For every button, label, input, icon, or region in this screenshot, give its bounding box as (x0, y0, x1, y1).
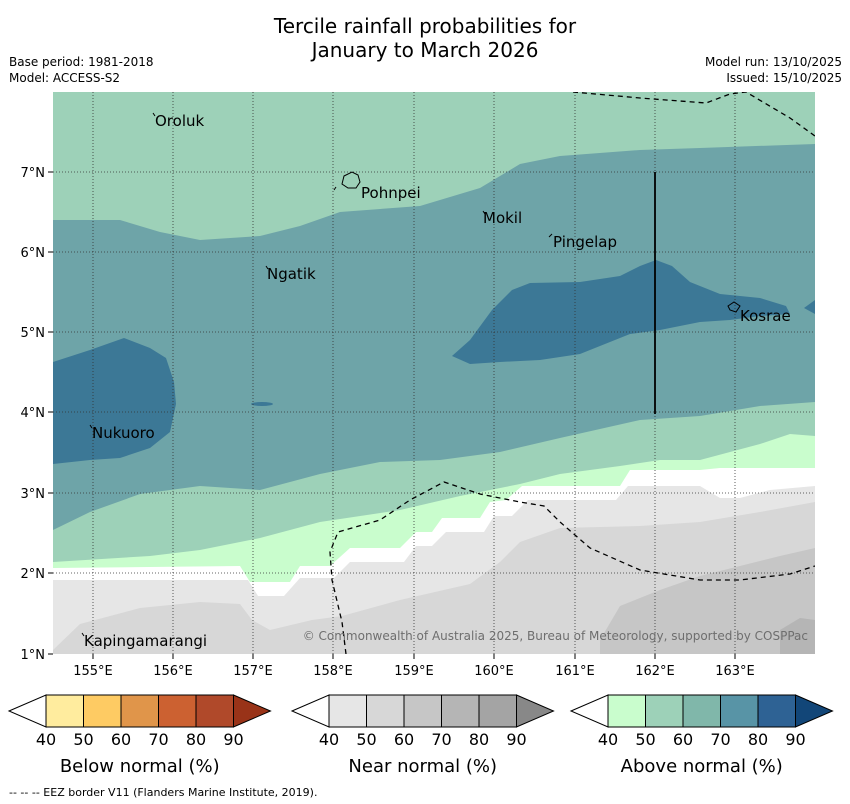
colorbar-segment (120, 694, 159, 728)
colorbar-tick-label: 80 (748, 730, 768, 749)
colorbar-tick-label: 50 (356, 730, 376, 749)
lon-label: 157°E (233, 664, 273, 679)
lat-label: 5°N (21, 326, 46, 341)
label-kapingamarangi: Kapingamarangi (84, 632, 207, 650)
colorbar-segment (366, 694, 405, 728)
issued-date: Issued: 15/10/2025 (726, 71, 842, 85)
colorbar-segment (607, 694, 646, 728)
colorbar-segment (158, 694, 197, 728)
colorbar-tick-label: 90 (785, 730, 805, 749)
model-name: Model: ACCESS-S2 (9, 71, 121, 85)
atoll-marks (81, 112, 553, 637)
label-mokil: Mokil (483, 209, 522, 227)
colorbar-tick-label: 40 (598, 730, 618, 749)
colorbar-segment (645, 694, 684, 728)
colorbar-segment (478, 694, 517, 728)
lon-label: 159°E (394, 664, 434, 679)
colorbar-extend-low (569, 694, 609, 728)
zone-near-60 (600, 548, 815, 654)
colorbar-segment (45, 694, 84, 728)
colorbar-segment (403, 694, 442, 728)
colorbar-segment (441, 694, 480, 728)
colorbar-tick-label: 80 (186, 730, 206, 749)
lon-label: 160°E (474, 664, 514, 679)
title-line-2: January to March 2026 (311, 38, 539, 62)
eez-borders (329, 92, 815, 654)
colorbar-tick-label: 90 (223, 730, 243, 749)
colorbar-tick-label: 60 (111, 730, 131, 749)
label-oroluk: Oroluk (155, 112, 204, 130)
colorbar-segment (682, 694, 721, 728)
label-nukuoro: Nukuoro (92, 424, 155, 442)
lon-label: 155°E (73, 664, 113, 679)
axis-ticks (48, 171, 736, 659)
lon-labels: 155°E 156°E 157°E 158°E 159°E 160°E 161°… (73, 664, 755, 679)
lat-labels: 7°N 6°N 5°N 4°N 3°N 2°N 1°N (21, 166, 46, 663)
meta-left: Base period: 1981-2018 Model: ACCESS-S2 (9, 54, 154, 86)
lon-label: 158°E (313, 664, 353, 679)
lat-label: 4°N (21, 406, 46, 421)
label-pingelap: Pingelap (553, 233, 617, 251)
colorbar-tick-label: 40 (319, 730, 339, 749)
colorbar-extend-high (795, 694, 834, 728)
meta-right: Model run: 13/10/2025 Issued: 15/10/2025 (705, 54, 842, 86)
lon-label: 161°E (555, 664, 595, 679)
label-ngatik: Ngatik (267, 265, 316, 283)
colorbar-segment (328, 694, 367, 728)
colorbar-tick-label: 90 (506, 730, 526, 749)
lat-label: 2°N (21, 567, 46, 582)
colorbar-tick-label: 40 (36, 730, 56, 749)
pohnpei-outline (341, 171, 361, 189)
colorbar-tick-label: 50 (73, 730, 93, 749)
colorbar-tick-label: 70 (710, 730, 730, 749)
zone-above-70-east (452, 260, 790, 364)
colorbar-tick-label: 50 (635, 730, 655, 749)
colorbar-tick-label: 60 (394, 730, 414, 749)
colorbar-tick-label: 70 (148, 730, 168, 749)
label-pohnpei: Pohnpei (361, 184, 421, 202)
colorbar-extend-high (233, 694, 272, 728)
colorbar-extend-high (516, 694, 555, 728)
colorbar-extend-low (290, 694, 330, 728)
colorbar-title: Below normal (%) (60, 756, 220, 777)
zone-above-70-west (53, 338, 176, 464)
lon-label: 156°E (153, 664, 193, 679)
zone-near-70 (780, 618, 815, 654)
colorbar-segment (83, 694, 122, 728)
near-normal-colorbar: 40 50 60 70 80 90 Near normal (%) (290, 694, 555, 777)
colorbar-extend-low (7, 694, 47, 728)
lon-label: 162°E (635, 664, 675, 679)
colorbar-title: Near normal (%) (348, 756, 497, 777)
map-area (53, 92, 815, 654)
zone-above-70-edge (804, 300, 815, 314)
title-line-1: Tercile rainfall probabilities for (273, 14, 577, 38)
zone-above-60 (53, 144, 815, 530)
colorbar-tick-label: 70 (431, 730, 451, 749)
kosrae-outline (727, 301, 741, 313)
base-period: Base period: 1981-2018 (9, 55, 154, 69)
eez-border-note: -- -- -- EEZ border V11 (Flanders Marine… (9, 786, 318, 799)
zone-above-70-blob (251, 402, 273, 406)
copyright-credit: © Commonwealth of Australia 2025, Bureau… (303, 629, 808, 643)
lat-label: 6°N (21, 246, 46, 261)
lon-label: 163°E (715, 664, 755, 679)
colorbar-title: Above normal (%) (621, 756, 783, 777)
ant-atoll-mark (333, 186, 337, 191)
chart-title: Tercile rainfall probabilities for Janua… (0, 14, 850, 62)
label-kosrae: Kosrae (740, 307, 791, 325)
colorbar-segment (195, 694, 234, 728)
colorbar-tick-label: 80 (469, 730, 489, 749)
colorbar-tick-label: 60 (673, 730, 693, 749)
lat-label: 1°N (21, 648, 46, 663)
colorbar-segment (720, 694, 759, 728)
lat-label: 7°N (21, 166, 46, 181)
model-run: Model run: 13/10/2025 (704, 55, 842, 69)
colorbar-segment (757, 694, 796, 728)
lat-label: 3°N (21, 487, 46, 502)
